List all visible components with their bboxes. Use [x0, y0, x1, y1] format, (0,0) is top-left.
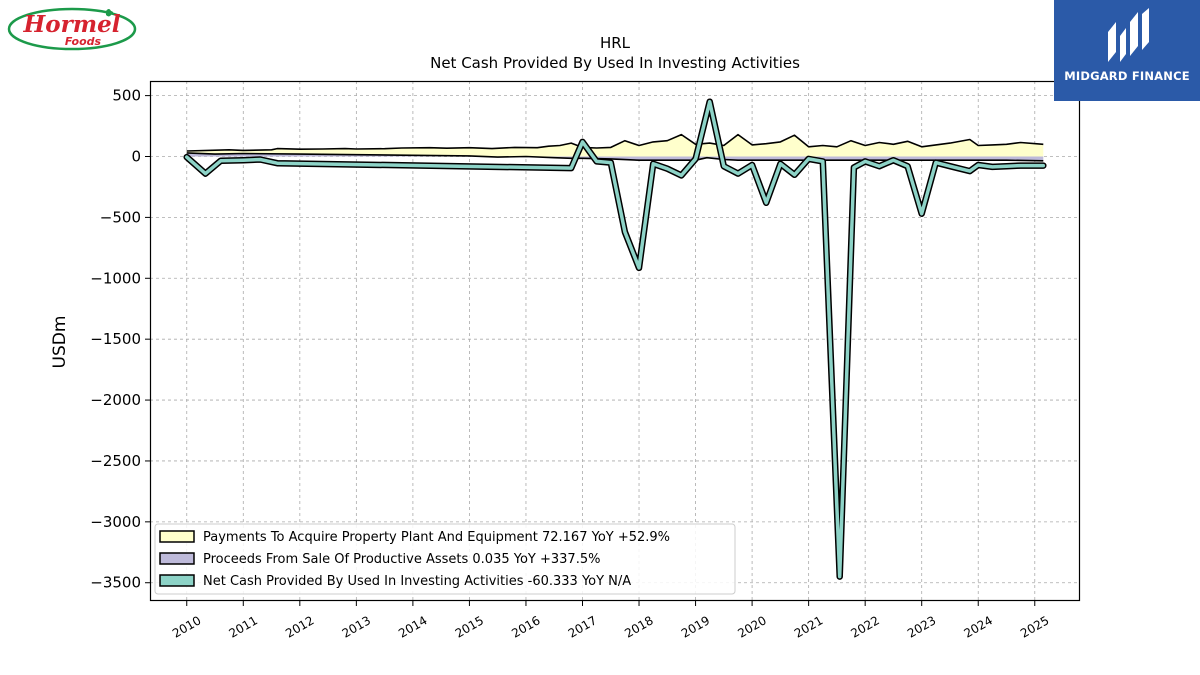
legend-entry-capex: Payments To Acquire Property Plant And E…	[203, 530, 670, 545]
legend-swatch-net-investing	[159, 574, 195, 587]
midgard-finance-wordmark: MIDGARD FINANCE	[1064, 69, 1190, 83]
y-axis-label: USDm	[50, 316, 70, 369]
hormel-logo-subtitle: Foods	[65, 35, 102, 48]
y-tick-label: −1000	[90, 269, 141, 287]
hormel-logo-wordmark: Hormel	[23, 11, 121, 38]
legend-box	[154, 523, 736, 595]
x-tick-label: 2016	[509, 613, 542, 640]
x-tick-label: 2010	[170, 613, 203, 640]
y-tick-label: −3500	[90, 574, 141, 592]
legend-entry-proceeds: Proceeds From Sale Of Productive Assets …	[203, 552, 600, 567]
series-net-investing	[183, 98, 1047, 580]
x-tick-label: 2023	[905, 613, 938, 640]
y-tick-label: −1500	[90, 330, 141, 348]
y-tick-label: −2000	[90, 391, 141, 409]
x-tick-label: 2013	[340, 613, 373, 640]
chart-ticker: HRL	[600, 34, 631, 52]
x-tick-label: 2024	[962, 613, 995, 640]
x-tick-label: 2021	[792, 613, 825, 640]
x-tick-label: 2012	[283, 613, 316, 640]
x-tick-label: 2017	[566, 613, 599, 640]
y-tick-label: 0	[131, 148, 141, 166]
legend: Payments To Acquire Property Plant And E…	[154, 523, 736, 595]
x-tick-label: 2018	[622, 613, 655, 640]
legend-entry-net-investing: Net Cash Provided By Used In Investing A…	[203, 574, 631, 589]
series-net-investing-line	[184, 99, 1046, 579]
clover-icon	[106, 9, 113, 17]
x-tick-label: 2015	[453, 613, 486, 640]
x-tick-label: 2025	[1018, 613, 1051, 640]
x-tick-label: 2022	[848, 613, 881, 640]
x-tick-label: 2020	[735, 613, 768, 640]
x-tick-label: 2011	[227, 613, 260, 640]
y-tick-label: −2500	[90, 452, 141, 470]
y-tick-label: −500	[100, 208, 141, 226]
midgard-finance-logo: MIDGARD FINANCE	[1054, 0, 1200, 101]
legend-swatch-capex	[159, 530, 195, 543]
y-tick-label: 500	[112, 87, 141, 105]
chart-title: Net Cash Provided By Used In Investing A…	[430, 54, 800, 72]
legend-swatch-proceeds	[159, 552, 195, 565]
midgard-monogram-icon	[1108, 8, 1149, 62]
y-tick-label: −3000	[90, 513, 141, 531]
series-capex	[186, 133, 1044, 157]
x-tick-label: 2019	[679, 613, 712, 640]
x-tick-label: 2014	[396, 613, 429, 640]
hormel-foods-logo: Hormel Foods	[7, 7, 137, 51]
series-proceeds-area	[186, 152, 1044, 161]
plot-frame	[149, 80, 1081, 602]
series-capex-line	[186, 133, 1044, 152]
